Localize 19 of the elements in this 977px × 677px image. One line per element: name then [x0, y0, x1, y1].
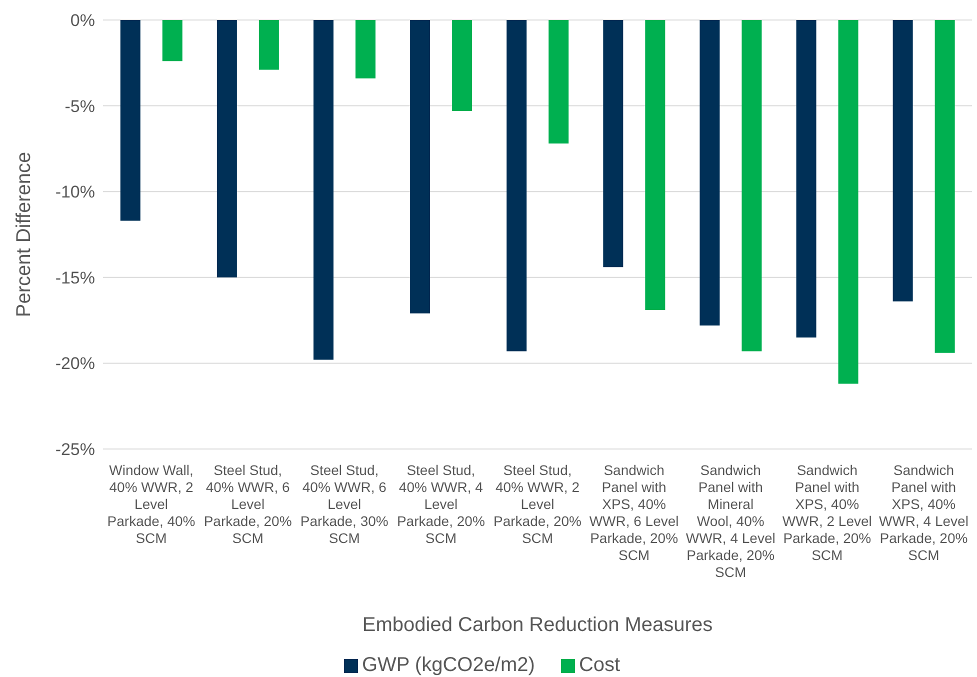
legend-label: Cost	[578, 654, 620, 676]
x-tick-label: Steel Stud, 40% WWR, 2 Level Parkade, 20% SCM	[494, 462, 582, 546]
legend-label: GWP (kgCO2e/m2)	[362, 654, 535, 676]
y-tick-label: -25%	[55, 440, 95, 460]
x-tick-label: Sandwich Panel with XPS, 40% WWR, 2 Level Parkade, 20% SCM	[782, 462, 872, 563]
x-axis-title: Embodied Carbon Reduction Measures	[362, 614, 713, 636]
x-tick-label: Sandwich Panel with XPS, 40% WWR, 6 Level Parkade, 20% SCM	[589, 462, 679, 563]
y-tick-label: 0%	[70, 11, 95, 30]
y-tick-label: -20%	[55, 354, 95, 374]
y-tick-label: -10%	[55, 182, 95, 202]
x-tick-label: Window Wall, 40% WWR, 2 Level Parkade, 40% SCM	[107, 462, 196, 546]
y-axis-title: Percent Difference	[13, 152, 36, 318]
y-tick-label: -15%	[55, 268, 95, 288]
x-tick-label: Steel Stud, 40% WWR, 6 Level Parkade, 30% SCM	[300, 462, 388, 546]
x-tick-label: Steel Stud, 40% WWR, 4 Level Parkade, 20% SCM	[396, 462, 485, 546]
y-tick-label: -5%	[64, 96, 95, 116]
x-tick-label: Sandwich Panel with Mineral Wool, 40% WWR, 4 Level Parkade, 20% SCM	[686, 462, 776, 580]
x-tick-label: Steel Stud, 40% WWR, 6 Level Parkade, 20% SCM	[204, 462, 292, 546]
x-tick-label: Sandwich Panel with XPS, 40% WWR, 4 Level Parkade, 20% SCM	[878, 462, 968, 563]
